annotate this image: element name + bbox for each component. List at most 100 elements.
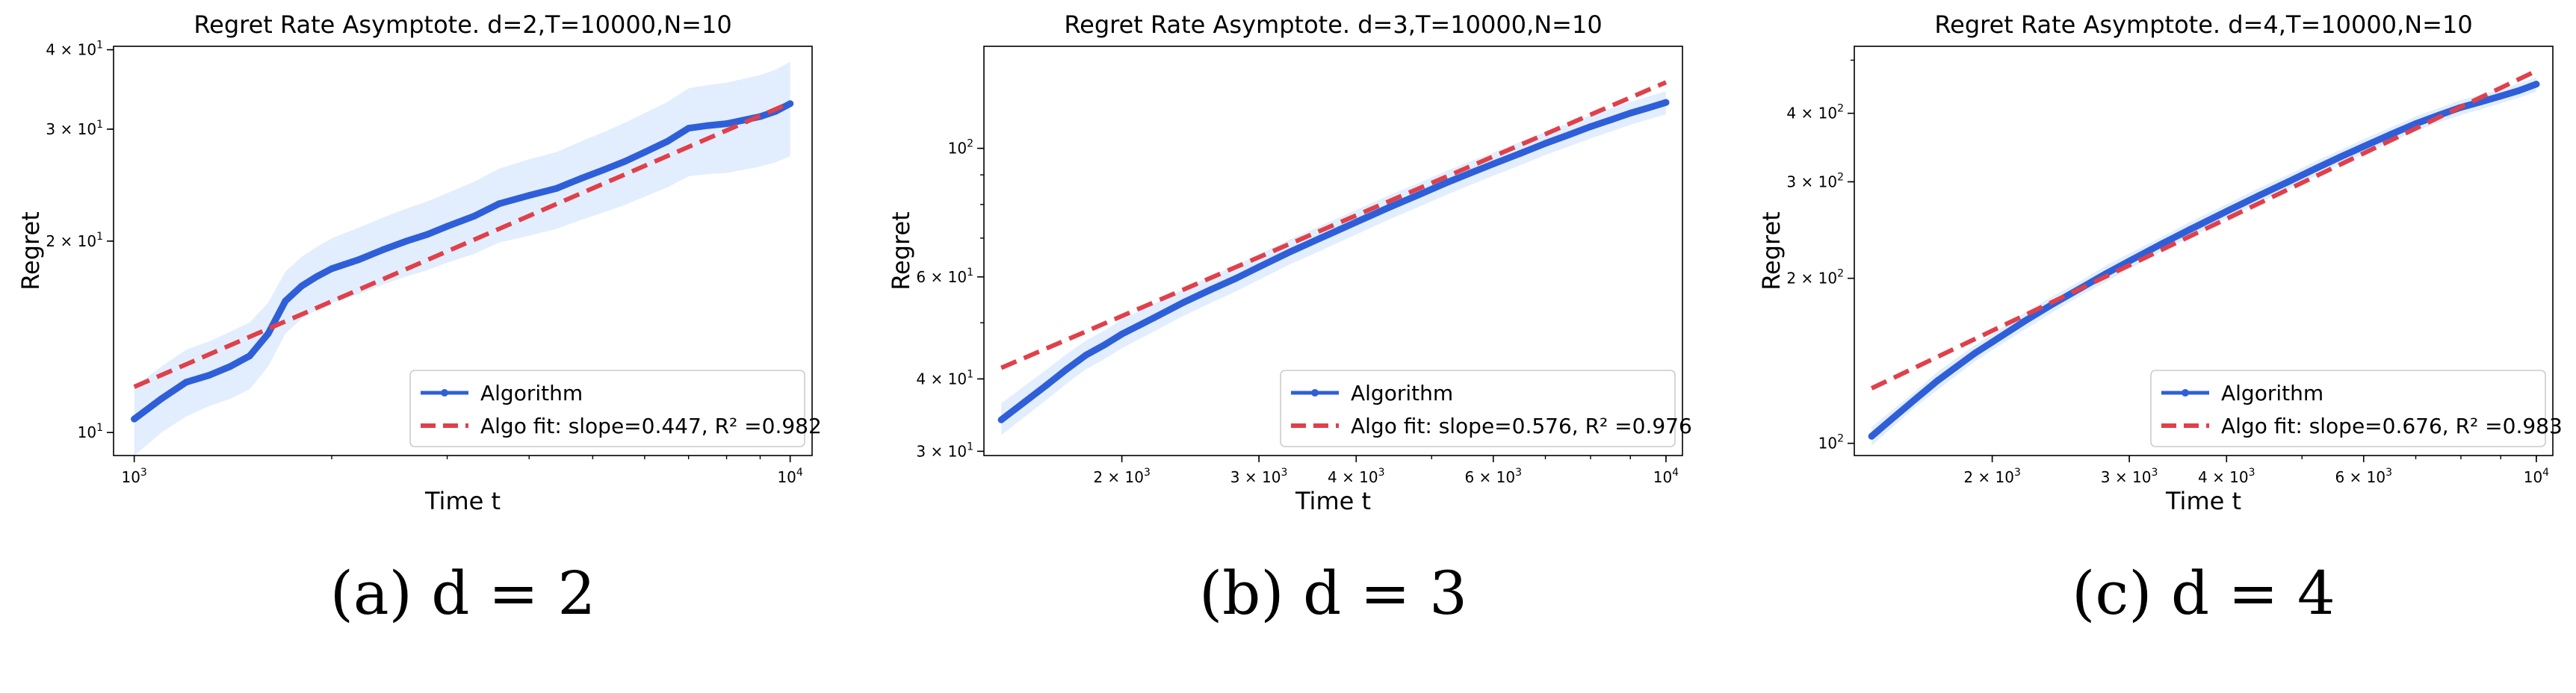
y-axis-label: Regret	[887, 211, 915, 290]
algorithm-point	[1565, 131, 1573, 139]
legend: Algorithm Algo fit: slope=0.676, R² =0.98…	[2150, 370, 2563, 447]
algorithm-point	[158, 395, 165, 403]
y-axis-label: Regret	[1757, 211, 1786, 290]
algorithm-point	[1083, 351, 1090, 358]
algorithm-point	[2312, 165, 2319, 173]
y-tick-label: 3 × 102	[1786, 171, 1844, 190]
algorithm-point	[525, 192, 533, 199]
y-tick-exponent: 1	[967, 368, 973, 380]
algorithm-point	[1467, 170, 1474, 177]
subfigure-caption: (c) d = 4	[2072, 559, 2335, 628]
algorithm-line	[997, 99, 1670, 423]
algorithm-point	[264, 330, 272, 338]
algorithm-point	[2360, 143, 2368, 150]
x-tick-mantissa: 6 × 10	[2335, 468, 2385, 486]
y-tick-exponent: 2	[1837, 433, 1844, 445]
fit-line	[1000, 80, 1668, 370]
y-tick-mantissa: 4 × 10	[916, 370, 967, 388]
legend-label: Algorithm	[1351, 381, 1453, 405]
y-tick-exponent: 1	[96, 119, 103, 131]
algorithm-point	[2125, 258, 2133, 265]
algorithm-point	[2387, 131, 2394, 138]
algorithm-point	[298, 282, 306, 290]
algorithm-point	[226, 363, 234, 370]
legend-marker	[2182, 389, 2189, 397]
algorithm-point	[2223, 208, 2230, 215]
x-tick-exponent: 3	[2014, 467, 2021, 479]
algorithm-point	[553, 184, 560, 192]
y-tick-label: 102	[1818, 433, 1844, 453]
algorithm-point	[2497, 93, 2504, 100]
legend: Algorithm Algo fit: slope=0.576, R² =0.97…	[1280, 370, 1692, 447]
y-tick-mantissa: 3 × 10	[46, 120, 96, 138]
x-tick-label: 103	[121, 467, 146, 486]
algorithm-point	[622, 158, 629, 165]
algorithm-point	[2533, 81, 2540, 88]
algorithm-point	[2337, 153, 2344, 161]
algorithm-point	[1043, 382, 1050, 389]
y-tick-mantissa: 10	[1818, 435, 1837, 453]
y-axis-label: Regret	[16, 211, 45, 290]
algorithm-point	[787, 100, 794, 108]
y-tick-mantissa: 4 × 10	[46, 41, 96, 59]
algorithm-point	[1587, 123, 1594, 131]
x-tick-exponent: 3	[1281, 467, 1287, 479]
plot-area	[997, 80, 1670, 435]
y-tick-mantissa: 3 × 10	[916, 442, 967, 460]
algorithm-point	[403, 237, 410, 245]
y-tick-exponent: 2	[1837, 171, 1844, 183]
axes-frame	[113, 46, 813, 456]
algorithm-point	[1255, 264, 1263, 271]
algorithm-point	[1891, 413, 1898, 420]
x-axis-label: Time t	[424, 487, 501, 515]
legend-box	[1280, 370, 1676, 447]
legend-label: Algorithm	[2221, 381, 2323, 405]
y-tick-exponent: 1	[967, 441, 973, 453]
algorithm-point	[1384, 204, 1392, 211]
algorithm-point	[1021, 398, 1028, 405]
legend: Algorithm Algo fit: slope=0.447, R² =0.98…	[409, 370, 822, 447]
y-tick-mantissa: 10	[78, 423, 96, 441]
algorithm-point	[2188, 226, 2195, 233]
x-tick-mantissa: 2 × 10	[1963, 468, 2014, 486]
y-tick-label: 6 × 101	[916, 267, 973, 286]
algorithm-point	[328, 265, 335, 273]
x-tick-mantissa: 10	[121, 468, 140, 486]
algorithm-point	[641, 149, 648, 156]
y-tick-label: 4 × 101	[916, 368, 973, 388]
algorithm-point	[1626, 110, 1634, 117]
y-tick-mantissa: 2 × 10	[1786, 270, 1837, 288]
algorithm-point	[1317, 234, 1325, 242]
algorithm-point	[1607, 116, 1614, 123]
x-tick-exponent: 3	[140, 467, 147, 479]
subfigure-caption: (a) d = 2	[330, 559, 596, 628]
y-tick-label: 3 × 101	[916, 441, 973, 460]
algorithm-point	[578, 175, 585, 182]
algorithm-point	[1287, 248, 1295, 255]
x-tick-mantissa: 6 × 10	[1464, 468, 1515, 486]
y-tick-label: 101	[78, 422, 103, 441]
y-tick-label: 102	[948, 138, 973, 158]
y-tick-label: 4 × 101	[46, 40, 103, 59]
x-tick-label: 6 × 103	[1464, 467, 1522, 486]
x-tick-exponent: 3	[2249, 467, 2255, 479]
plot-area	[131, 61, 794, 456]
y-tick-mantissa: 2 × 10	[46, 232, 96, 250]
algorithm-point	[1933, 377, 1941, 385]
x-tick-mantissa: 3 × 10	[2101, 468, 2152, 486]
y-tick-label: 4 × 102	[1786, 103, 1844, 122]
y-tick-mantissa: 4 × 10	[1786, 105, 1837, 122]
x-tick-exponent: 4	[2542, 467, 2549, 479]
algorithm-point	[2515, 87, 2523, 94]
legend-marker	[441, 389, 448, 397]
algorithm-point	[1441, 180, 1449, 187]
subfigure-caption: (b) d = 3	[1199, 559, 1467, 628]
x-tick-mantissa: 10	[1653, 468, 1672, 486]
algorithm-point	[2158, 240, 2165, 248]
y-tick-label: 2 × 102	[1786, 268, 1844, 288]
algorithm-point	[471, 212, 478, 220]
algorithm-point	[1063, 365, 1071, 373]
